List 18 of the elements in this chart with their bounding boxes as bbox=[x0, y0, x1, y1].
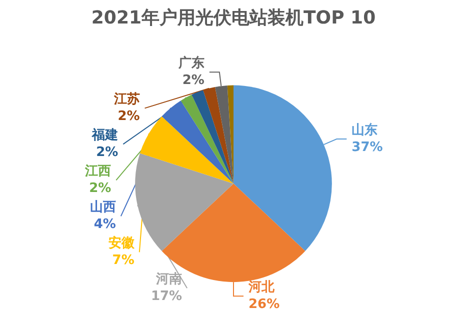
slice-label: 河北 bbox=[248, 280, 276, 296]
data-label: 17% bbox=[150, 289, 182, 304]
slice-label: 福建 bbox=[91, 127, 118, 144]
data-label: 2% bbox=[96, 145, 118, 160]
slice-label: 山西 bbox=[90, 200, 116, 216]
slice-label: 广东 bbox=[177, 55, 204, 72]
data-label: 4% bbox=[94, 217, 116, 232]
chart-title: 2021年户用光伏电站装机TOP 10 bbox=[91, 8, 376, 28]
slice-label: 安徽 bbox=[108, 235, 136, 252]
data-label: 2% bbox=[182, 73, 204, 88]
data-label: 26% bbox=[248, 297, 280, 312]
data-label: 37% bbox=[352, 140, 383, 156]
slice-label: 江苏 bbox=[112, 92, 140, 108]
data-label: 7% bbox=[112, 253, 134, 268]
slice-label: 江西 bbox=[84, 164, 112, 180]
data-label: 2% bbox=[89, 181, 112, 196]
slice-label: 山东 bbox=[352, 122, 378, 138]
data-label: 2% bbox=[118, 109, 140, 124]
